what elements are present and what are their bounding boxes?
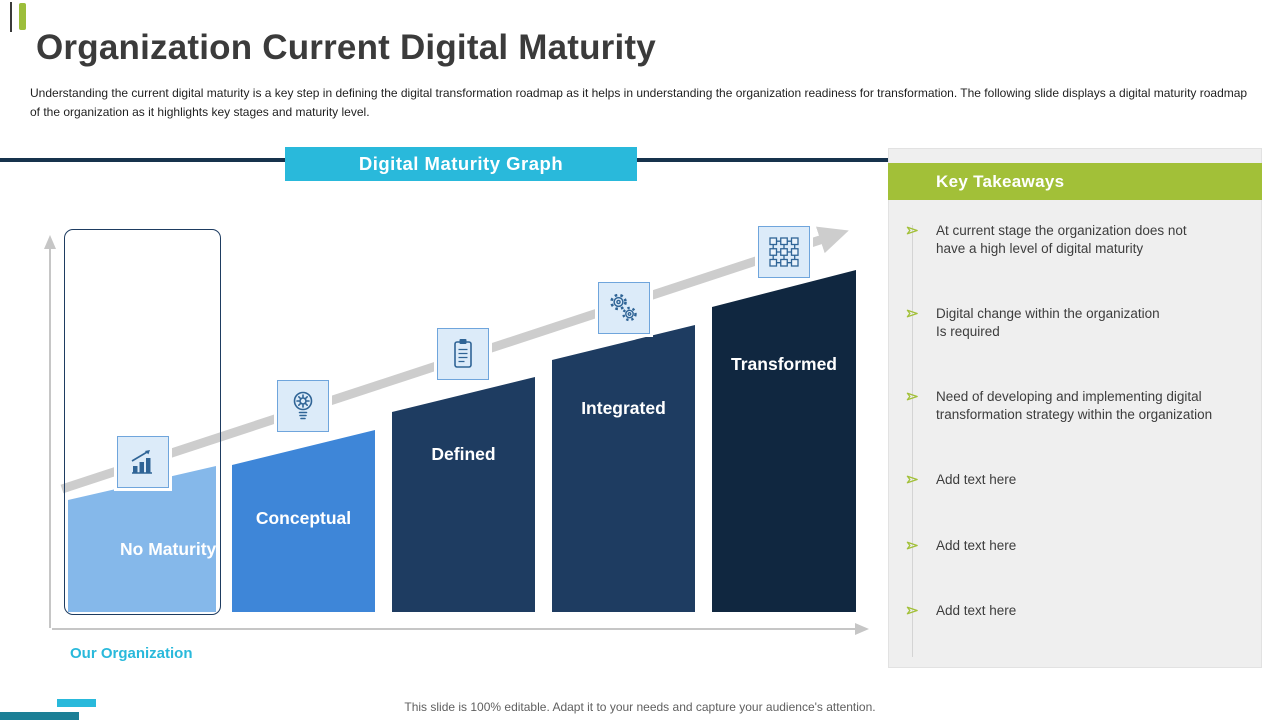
bottom-left-accent-cyan-bar xyxy=(57,699,96,707)
key-takeaways-panel xyxy=(888,148,1262,668)
takeaway-item: Add text here xyxy=(906,602,1254,620)
takeaway-text: At current stage the organization does n… xyxy=(936,223,1187,257)
arrow-bullet-icon xyxy=(906,541,918,550)
stage-label-defined: Defined xyxy=(431,444,496,464)
stage-icon-box-conceptual xyxy=(277,380,329,432)
takeaway-text: Need of developing and implementing digi… xyxy=(936,389,1213,423)
current-stage-highlight xyxy=(64,229,221,615)
takeaway-text: Add text here xyxy=(936,538,1017,553)
stage-icon-box-defined xyxy=(437,328,489,380)
our-organization-label: Our Organization xyxy=(70,645,193,662)
page-title: Organization Current Digital Maturity xyxy=(36,28,656,67)
stage-bar-transformed xyxy=(712,270,856,612)
stage-label-transformed: Transformed xyxy=(731,354,837,374)
slide-description: Understanding the current digital maturi… xyxy=(30,86,1248,119)
takeaway-item: At current stage the organization does n… xyxy=(906,222,1254,258)
takeaway-item: Add text here xyxy=(906,471,1254,489)
chart-title-banner: Digital Maturity Graph xyxy=(285,147,637,181)
takeaways-connector-line xyxy=(912,225,913,657)
takeaway-text: Digital change within the organization I… xyxy=(936,306,1160,340)
slide-footer-note: This slide is 100% editable. Adapt it to… xyxy=(404,700,876,714)
stage-bar-defined xyxy=(392,377,535,612)
stage-bar-integrated xyxy=(552,325,695,612)
top-left-accent-green-bar xyxy=(19,3,26,30)
takeaway-text: Add text here xyxy=(936,472,1017,487)
top-left-accent-line xyxy=(10,2,12,32)
idea-icon xyxy=(293,391,313,420)
takeaway-item: Need of developing and implementing digi… xyxy=(906,388,1254,424)
checklist-icon xyxy=(454,339,472,368)
arrow-bullet-icon xyxy=(906,309,918,318)
takeaway-item: Digital change within the organization I… xyxy=(906,305,1254,341)
arrow-bullet-icon xyxy=(906,226,918,235)
arrow-bullet-icon xyxy=(906,606,918,615)
stage-label-no-maturity: No Maturity xyxy=(120,539,217,559)
stage-label-conceptual: Conceptual xyxy=(255,508,352,528)
stage-label-integrated: Integrated xyxy=(581,398,666,418)
arrow-bullet-icon xyxy=(906,475,918,484)
bottom-left-accent-teal-bar xyxy=(0,712,79,720)
arrow-bullet-icon xyxy=(906,392,918,401)
stage-icon-box-integrated xyxy=(598,282,650,334)
network-icon xyxy=(769,237,799,267)
stage-icon-box-transformed xyxy=(758,226,810,278)
key-takeaways-header: Key Takeaways xyxy=(888,163,1262,200)
gears-icon xyxy=(610,293,637,322)
takeaway-text: Add text here xyxy=(936,603,1017,618)
takeaway-item: Add text here xyxy=(906,537,1254,555)
